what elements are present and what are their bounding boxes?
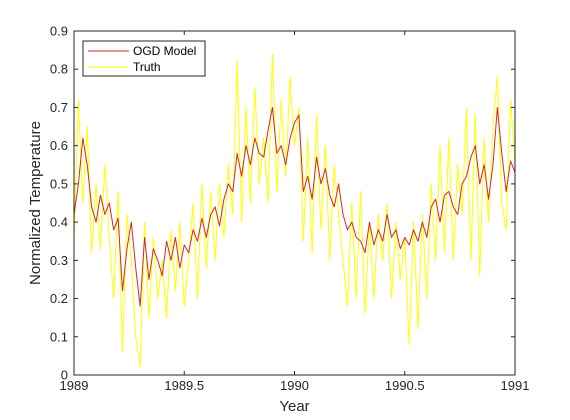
y-tick-label: 0.3 <box>50 253 68 268</box>
series-line-truth <box>73 53 516 368</box>
y-tick-label: 0 <box>61 368 68 383</box>
y-axis-ticks: 0 0.1 0.2 0.3 0.4 0.5 0.6 0.7 0.8 0.9 <box>50 24 515 383</box>
x-tick-label: 1989 <box>60 378 89 393</box>
plot-area <box>73 30 516 376</box>
x-tick-label: 1989.5 <box>164 378 204 393</box>
y-axis-label: Normalized Temperature <box>27 121 44 285</box>
x-tick-label: 1991 <box>501 378 530 393</box>
y-tick-label: 0.4 <box>50 215 68 230</box>
legend-label-truth: Truth <box>133 60 161 74</box>
series-layer <box>73 53 516 368</box>
x-tick-label: 1990 <box>280 378 309 393</box>
y-tick-label: 0.9 <box>50 24 68 39</box>
y-tick-label: 0.6 <box>50 138 68 153</box>
y-tick-label: 0.8 <box>50 62 68 77</box>
y-tick-label: 0.5 <box>50 176 68 191</box>
y-tick-label: 0.2 <box>50 291 68 306</box>
x-axis-ticks: 1989 1989.5 1990 1990.5 1991 <box>60 31 530 393</box>
y-tick-label: 0.1 <box>50 329 68 344</box>
legend: OGD Model Truth <box>82 40 206 77</box>
y-tick-label: 0.7 <box>50 100 68 115</box>
x-axis-label: Year <box>279 398 309 415</box>
legend-label-ogd-model: OGD Model <box>133 44 196 58</box>
x-tick-label: 1990.5 <box>385 378 425 393</box>
plot-area-background <box>74 31 515 375</box>
series-line-ogd-model <box>73 106 516 307</box>
legend-box <box>82 40 206 77</box>
